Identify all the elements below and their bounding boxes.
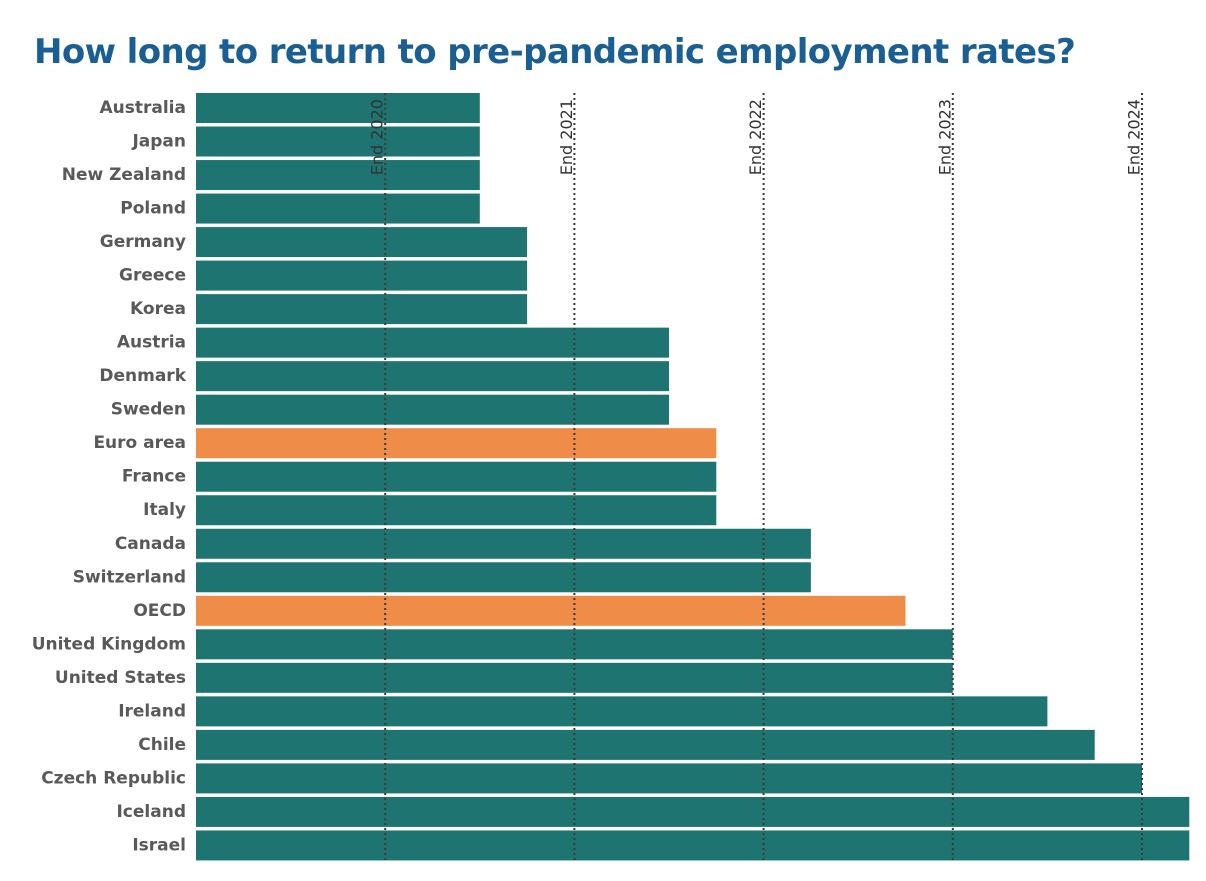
bar-canada xyxy=(196,528,811,559)
bar-japan xyxy=(196,126,480,157)
category-labels-layer: Australia Japan New Zealand Poland Germany Gr… xyxy=(32,98,187,855)
bar-euro-area xyxy=(196,428,717,459)
bar-czech-republic xyxy=(196,763,1142,794)
category-label-france: France xyxy=(122,467,186,487)
bar-france xyxy=(196,461,717,492)
category-label-canada: Canada xyxy=(115,534,186,554)
reference-label-end-2020: End 2020 xyxy=(368,99,387,175)
category-label-chile: Chile xyxy=(138,735,186,755)
chart-title: How long to return to pre-pandemic emplo… xyxy=(34,32,1076,72)
category-label-denmark: Denmark xyxy=(99,366,186,386)
category-label-greece: Greece xyxy=(119,266,186,286)
bar-oecd xyxy=(196,595,906,626)
bar-united-states xyxy=(196,662,953,693)
bar-germany xyxy=(196,227,528,258)
category-label-oecd: OECD xyxy=(133,601,186,621)
reference-label-end-2021: End 2021 xyxy=(557,99,576,175)
category-label-czech-republic: Czech Republic xyxy=(41,768,186,788)
bar-new-zealand xyxy=(196,160,480,191)
category-label-iceland: Iceland xyxy=(116,802,186,822)
category-label-ireland: Ireland xyxy=(118,701,186,721)
reference-lines-layer: End 2020 End 2021 End 2022 End 2023 End 2024 xyxy=(368,93,1144,862)
reference-label-end-2022: End 2022 xyxy=(746,99,765,175)
category-label-germany: Germany xyxy=(100,232,186,252)
category-label-united-states: United States xyxy=(55,668,186,688)
bar-australia xyxy=(196,93,480,123)
category-label-new-zealand: New Zealand xyxy=(62,165,186,185)
category-label-australia: Australia xyxy=(100,98,187,118)
bar-iceland xyxy=(196,796,1190,827)
bar-sweden xyxy=(196,394,669,425)
reference-label-end-2024: End 2024 xyxy=(1125,99,1144,175)
bar-denmark xyxy=(196,361,669,392)
bars-layer xyxy=(196,93,1190,861)
bar-chile xyxy=(196,729,1095,760)
category-label-united-kingdom: United Kingdom xyxy=(32,634,186,654)
bar-austria xyxy=(196,327,669,358)
bar-poland xyxy=(196,193,480,224)
bar-israel xyxy=(196,830,1190,861)
bar-italy xyxy=(196,495,717,526)
category-label-austria: Austria xyxy=(117,333,186,353)
category-label-japan: Japan xyxy=(131,132,186,152)
bar-korea xyxy=(196,294,528,325)
category-label-korea: Korea xyxy=(130,299,186,319)
bar-greece xyxy=(196,260,528,291)
category-label-switzerland: Switzerland xyxy=(73,567,186,587)
category-label-sweden: Sweden xyxy=(111,400,186,420)
bar-ireland xyxy=(196,696,1048,727)
reference-label-end-2023: End 2023 xyxy=(935,99,954,175)
category-label-israel: Israel xyxy=(132,835,186,855)
bar-switzerland xyxy=(196,562,811,593)
category-label-italy: Italy xyxy=(143,500,186,520)
category-label-poland: Poland xyxy=(120,199,186,219)
category-label-euro-area: Euro area xyxy=(93,433,186,453)
